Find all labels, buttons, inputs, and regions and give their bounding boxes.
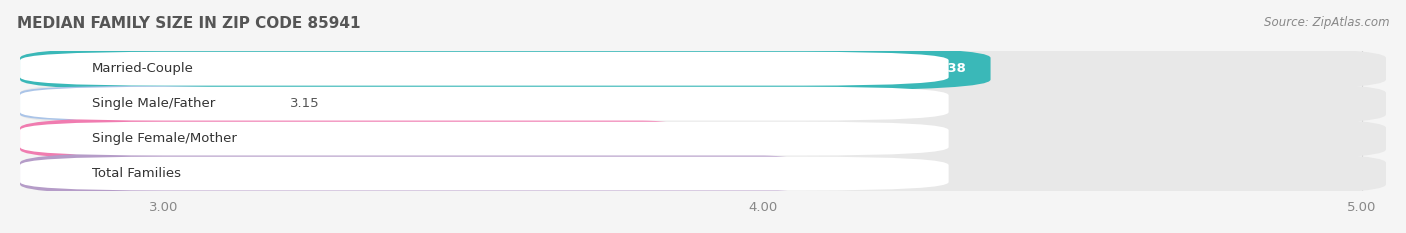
FancyBboxPatch shape bbox=[20, 86, 253, 121]
Text: Married-Couple: Married-Couple bbox=[91, 62, 194, 75]
Text: 4.38: 4.38 bbox=[934, 62, 966, 75]
Text: Source: ZipAtlas.com: Source: ZipAtlas.com bbox=[1264, 16, 1389, 29]
FancyBboxPatch shape bbox=[20, 157, 949, 191]
FancyBboxPatch shape bbox=[20, 152, 804, 195]
Text: Total Families: Total Families bbox=[91, 167, 181, 180]
Text: Single Male/Father: Single Male/Father bbox=[91, 97, 215, 110]
FancyBboxPatch shape bbox=[20, 152, 1386, 195]
FancyBboxPatch shape bbox=[20, 122, 949, 156]
FancyBboxPatch shape bbox=[20, 117, 685, 160]
FancyBboxPatch shape bbox=[20, 87, 949, 121]
Text: Single Female/Mother: Single Female/Mother bbox=[91, 132, 236, 145]
FancyBboxPatch shape bbox=[20, 82, 1386, 125]
FancyBboxPatch shape bbox=[20, 117, 1386, 160]
FancyBboxPatch shape bbox=[20, 47, 1386, 90]
FancyBboxPatch shape bbox=[20, 52, 949, 86]
Text: 3.87: 3.87 bbox=[628, 132, 661, 145]
Text: MEDIAN FAMILY SIZE IN ZIP CODE 85941: MEDIAN FAMILY SIZE IN ZIP CODE 85941 bbox=[17, 16, 360, 31]
Text: 3.15: 3.15 bbox=[290, 97, 319, 110]
Text: 4.07: 4.07 bbox=[748, 167, 780, 180]
FancyBboxPatch shape bbox=[20, 47, 991, 90]
